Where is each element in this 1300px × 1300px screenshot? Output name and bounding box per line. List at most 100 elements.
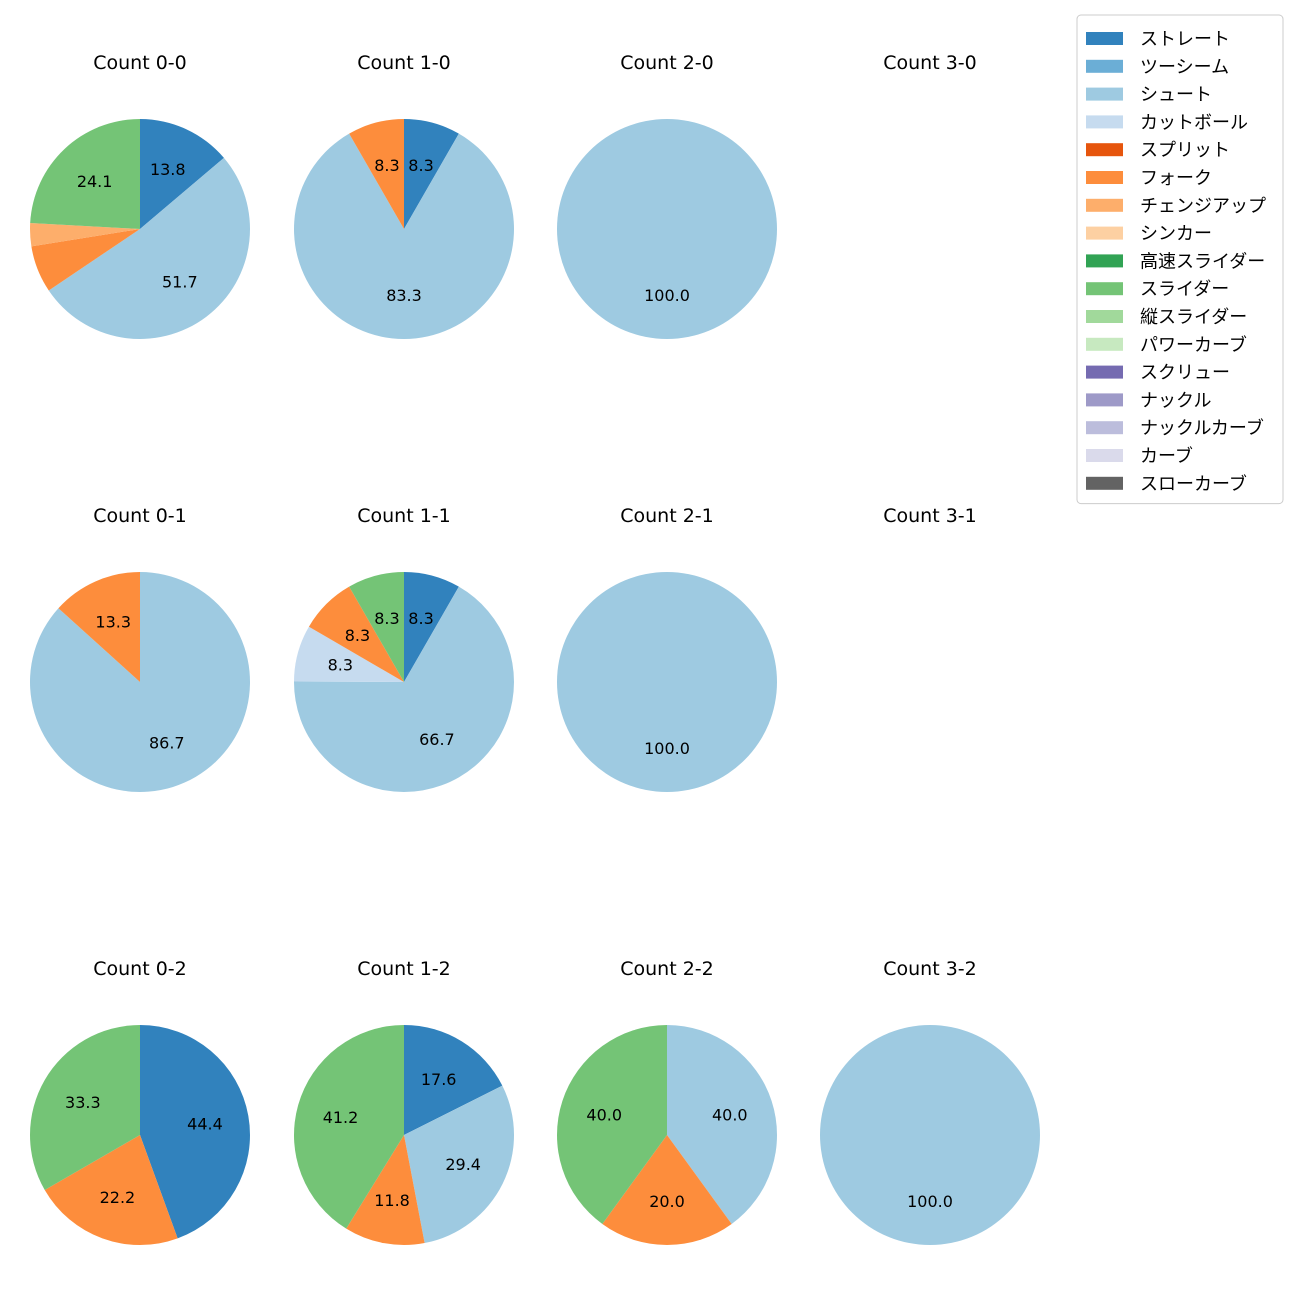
pie-slice [404, 119, 459, 229]
pie-slice [31, 229, 140, 291]
panel-title: Count 0-1 [93, 505, 187, 527]
panel-title: Count 2-1 [620, 505, 714, 527]
slice-label: 8.3 [328, 656, 353, 675]
pie-slice [557, 1025, 667, 1224]
slice-label: 20.0 [649, 1192, 685, 1211]
legend-frame [1076, 14, 1284, 505]
legend-label: カットボール [1140, 112, 1248, 133]
pie-panel: Count 2-0 100.0 [557, 52, 777, 339]
legend-swatch [1086, 337, 1123, 351]
legend-swatch [1086, 476, 1123, 490]
slice-label: 100.0 [644, 286, 690, 305]
legend-label: シュート [1140, 85, 1212, 106]
pie-slice [58, 572, 141, 682]
pie-slice [140, 119, 224, 229]
pie-slice [667, 1025, 777, 1224]
slice-label: 100.0 [644, 739, 690, 758]
pie-slice [404, 1025, 503, 1135]
pie-slice [294, 1025, 404, 1229]
pie-slice [346, 1135, 425, 1245]
slice-label: 44.4 [187, 1115, 223, 1134]
slice-label: 8.3 [374, 156, 399, 175]
slice-label: 17.6 [421, 1070, 457, 1089]
slice-label: 24.1 [77, 172, 113, 191]
slice-label: 13.3 [95, 613, 131, 632]
legend-label: スクリュー [1140, 363, 1230, 384]
legend: ストレートツーシームシュートカットボールスプリットフォークチェンジアップシンカー… [1076, 14, 1284, 505]
slice-label: 29.4 [445, 1155, 481, 1174]
panel-title: Count 3-2 [883, 958, 977, 980]
legend-swatch [1086, 310, 1123, 323]
pie-slice [30, 572, 251, 792]
panel-title: Count 2-2 [620, 958, 714, 980]
slice-label: 8.3 [408, 156, 433, 175]
slice-label: 11.8 [374, 1191, 410, 1210]
pie-slice [602, 1135, 732, 1245]
legend-label: 高速スライダー [1140, 251, 1265, 272]
pie-panel: Count 1-0 8.3 83.3 8.3 [293, 52, 514, 339]
legend-label: シンカー [1140, 224, 1212, 245]
legend-swatch [1086, 393, 1123, 407]
slice-label: 86.7 [149, 733, 185, 752]
slice-label: 40.0 [712, 1106, 748, 1125]
slice-label: 83.3 [386, 286, 422, 305]
legend-swatch [1086, 226, 1123, 240]
pie-panel: Count 2-1 100.0 [557, 505, 777, 792]
legend-label: ストレート [1140, 29, 1230, 50]
pie-slice [308, 586, 404, 682]
panel-title: Count 1-2 [357, 958, 451, 980]
panel-title: Count 3-0 [883, 52, 977, 74]
pie-slice [294, 626, 404, 682]
panel-title: Count 1-1 [357, 505, 451, 527]
legend-swatch [1086, 171, 1123, 184]
legend-swatch [1086, 282, 1123, 296]
pie-slice [48, 157, 251, 340]
legend-label: ナックル [1140, 390, 1211, 411]
pie-slice [349, 572, 404, 682]
slice-label: 8.3 [408, 609, 433, 628]
pie-slice [557, 119, 777, 339]
pie-slice [557, 572, 777, 792]
slice-label: 13.8 [150, 160, 186, 179]
pie-slice [44, 1135, 178, 1246]
legend-swatch [1086, 143, 1123, 157]
legend-label: フォーク [1140, 168, 1212, 189]
legend-label: パワーカーブ [1140, 334, 1247, 356]
legend-swatch [1086, 59, 1123, 73]
panel-title: Count 0-0 [93, 52, 187, 74]
legend-label: ナックルカーブ [1140, 417, 1264, 439]
pie-slice [30, 1025, 141, 1190]
pie-slice [404, 1085, 515, 1244]
panel-title: Count 1-0 [357, 52, 451, 74]
legend-swatch [1086, 421, 1123, 435]
legend-label: カーブ [1140, 445, 1193, 467]
legend-swatch [1086, 115, 1123, 129]
legend-swatch [1086, 87, 1123, 101]
pie-slice [140, 1025, 250, 1239]
legend-label: チェンジアップ [1140, 196, 1266, 217]
pie-panel: Count 0-0 13.8 51.7 24.1 [30, 52, 251, 340]
slice-label: 100.0 [907, 1192, 953, 1211]
slice-label: 40.0 [586, 1106, 622, 1125]
slice-label: 41.2 [323, 1108, 359, 1127]
slice-label: 8.3 [374, 609, 399, 628]
pie-panel: Count 3-1 [883, 505, 977, 527]
slice-label: 66.7 [419, 730, 455, 749]
legend-label: スローカーブ [1140, 473, 1247, 495]
legend-label: ツーシーム [1140, 57, 1229, 78]
slice-label: 22.2 [100, 1188, 136, 1207]
pie-slice [404, 572, 459, 682]
legend-swatch [1086, 254, 1123, 268]
pie-panel: Count 3-0 [883, 52, 977, 74]
pie-panel: Count 1-2 17.6 29.4 11.8 41.2 [294, 958, 515, 1245]
legend-label: スライダー [1140, 279, 1229, 300]
slice-label: 8.3 [345, 626, 370, 645]
pie-panel: Count 0-2 44.4 22.2 33.3 [30, 958, 250, 1246]
panel-title: Count 2-0 [620, 52, 714, 74]
legend-swatch [1086, 449, 1123, 462]
panel-title: Count 0-2 [93, 958, 187, 980]
legend-swatch [1086, 198, 1123, 212]
pie-panel: Count 0-1 86.7 13.3 [30, 505, 251, 792]
panel-title: Count 3-1 [883, 505, 977, 527]
